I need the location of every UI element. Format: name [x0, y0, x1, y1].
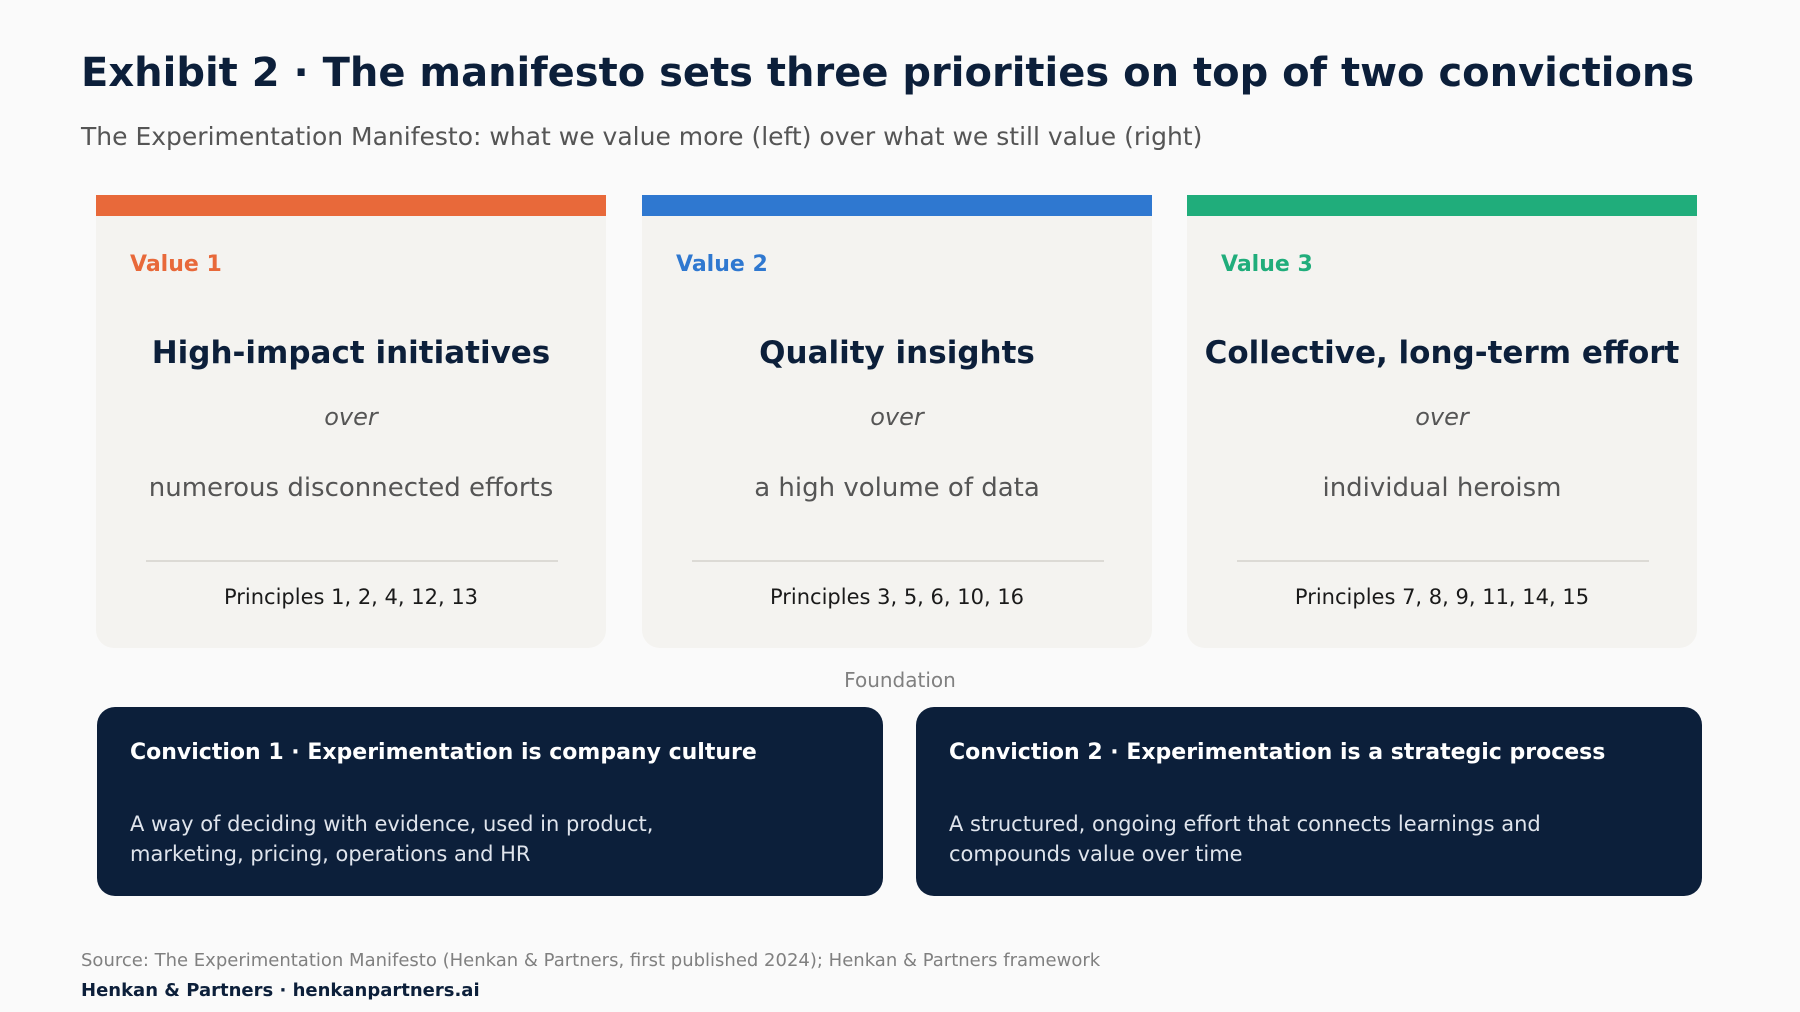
value-card-2-accent-bar: [642, 195, 1152, 216]
value-card-2-over: over: [870, 403, 924, 431]
page-title: Exhibit 2 · The manifesto sets three pri…: [81, 50, 1695, 96]
value-card-3-over: over: [1415, 403, 1469, 431]
value-card-3-principles: Principles 7, 8, 9, 11, 14, 15: [1294, 585, 1590, 609]
value-card-2-principles: Principles 3, 5, 6, 10, 16: [769, 585, 1025, 609]
value-card-2-contrast: a high volume of data: [754, 473, 1040, 503]
value-card-1-principles: Principles 1, 2, 4, 12, 13: [223, 585, 479, 609]
value-card-2-divider: [692, 560, 1104, 562]
value-card-1-divider: [146, 560, 558, 562]
foundation-label: Foundation: [844, 668, 956, 692]
value-card-1: Value 1 High-impact initiatives over num…: [96, 195, 606, 648]
value-card-1-accent-bar: [96, 195, 606, 216]
conviction-card-2-title: Conviction 2 · Experimentation is a stra…: [949, 740, 1606, 765]
value-card-1-label: Value 1: [130, 252, 222, 277]
value-card-3-contrast: individual heroism: [1322, 473, 1562, 503]
value-card-3-accent-bar: [1187, 195, 1697, 216]
source-note: Source: The Experimentation Manifesto (H…: [81, 950, 1101, 971]
value-card-2-label: Value 2: [676, 252, 768, 277]
value-card-3-headline: Collective, long-term effort: [1204, 335, 1680, 371]
conviction-card-1: Conviction 1 · Experimentation is compan…: [97, 707, 883, 896]
value-card-1-contrast: numerous disconnected efforts: [148, 473, 554, 503]
value-card-1-headline: High-impact initiatives: [151, 335, 551, 371]
value-card-3: Value 3 Collective, long-term effort ove…: [1187, 195, 1697, 648]
value-card-2: Value 2 Quality insights over a high vol…: [642, 195, 1152, 648]
value-card-2-headline: Quality insights: [759, 335, 1035, 371]
conviction-card-1-body: A way of deciding with evidence, used in…: [130, 812, 654, 866]
conviction-card-2: Conviction 2 · Experimentation is a stra…: [916, 707, 1702, 896]
value-card-1-over: over: [324, 403, 378, 431]
value-card-3-label: Value 3: [1221, 252, 1313, 277]
conviction-card-2-body: A structured, ongoing effort that connec…: [949, 812, 1541, 866]
conviction-card-1-title: Conviction 1 · Experimentation is compan…: [130, 740, 757, 765]
value-card-3-divider: [1237, 560, 1649, 562]
brand-footer: Henkan & Partners · henkanpartners.ai: [81, 980, 480, 1001]
page-subtitle: The Experimentation Manifesto: what we v…: [81, 122, 1203, 151]
